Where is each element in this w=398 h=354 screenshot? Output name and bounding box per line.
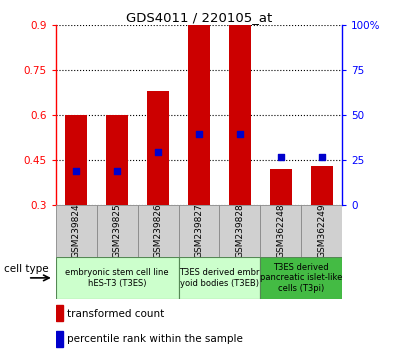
FancyBboxPatch shape xyxy=(260,257,342,299)
FancyBboxPatch shape xyxy=(56,205,97,257)
FancyBboxPatch shape xyxy=(301,205,342,257)
Bar xyxy=(269,169,292,205)
FancyBboxPatch shape xyxy=(219,205,260,257)
Bar xyxy=(229,25,251,205)
Point xyxy=(114,168,120,173)
Bar xyxy=(188,25,210,205)
Point xyxy=(155,149,161,155)
Text: percentile rank within the sample: percentile rank within the sample xyxy=(67,334,243,344)
FancyBboxPatch shape xyxy=(56,257,179,299)
Point xyxy=(73,168,79,173)
Text: GSM239824: GSM239824 xyxy=(72,204,81,258)
FancyBboxPatch shape xyxy=(138,205,179,257)
Text: GSM362249: GSM362249 xyxy=(317,204,326,258)
Text: T3ES derived embr
yoid bodies (T3EB): T3ES derived embr yoid bodies (T3EB) xyxy=(179,268,260,287)
FancyBboxPatch shape xyxy=(97,205,138,257)
Text: T3ES derived
pancreatic islet-like
cells (T3pi): T3ES derived pancreatic islet-like cells… xyxy=(260,263,343,293)
Text: GSM239826: GSM239826 xyxy=(154,204,162,258)
Title: GDS4011 / 220105_at: GDS4011 / 220105_at xyxy=(126,11,272,24)
Point xyxy=(196,131,202,137)
FancyBboxPatch shape xyxy=(179,257,260,299)
Point xyxy=(319,154,325,159)
Bar xyxy=(56,306,63,321)
Bar xyxy=(106,115,129,205)
Text: cell type: cell type xyxy=(4,264,49,274)
Point xyxy=(278,154,284,159)
Text: GSM239828: GSM239828 xyxy=(236,204,244,258)
Text: GSM239827: GSM239827 xyxy=(195,204,203,258)
FancyBboxPatch shape xyxy=(260,205,301,257)
Point xyxy=(237,131,243,137)
Text: embryonic stem cell line
hES-T3 (T3ES): embryonic stem cell line hES-T3 (T3ES) xyxy=(65,268,169,287)
Bar xyxy=(310,166,333,205)
FancyBboxPatch shape xyxy=(179,205,219,257)
Text: GSM362248: GSM362248 xyxy=(276,204,285,258)
Bar xyxy=(56,331,63,347)
Text: GSM239825: GSM239825 xyxy=(113,204,122,258)
Bar xyxy=(147,91,169,205)
Text: transformed count: transformed count xyxy=(67,309,164,319)
Bar xyxy=(65,115,88,205)
